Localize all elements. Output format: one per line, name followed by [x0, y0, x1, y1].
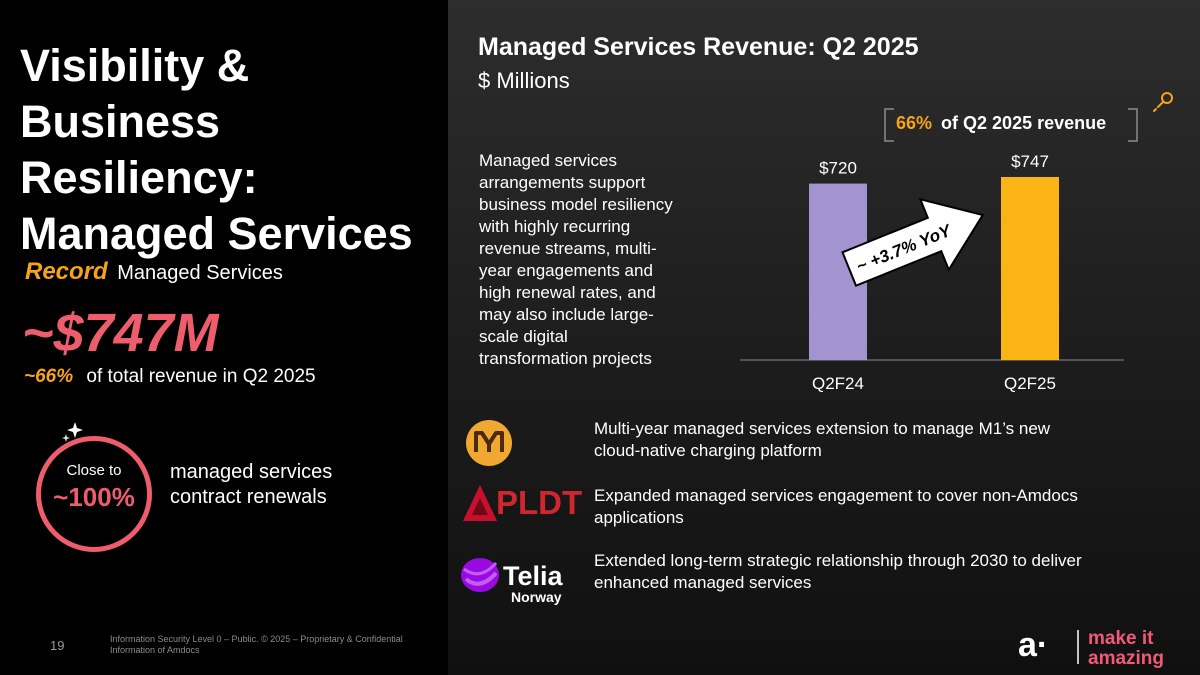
bars-group: $720 Q2F24 $747 Q2F25 [809, 152, 1059, 393]
telia-logo: Telia [503, 561, 563, 591]
callout-rest: of Q2 2025 revenue [941, 113, 1107, 133]
ring-caption: Close to [66, 462, 122, 479]
description-line: transformation projects [479, 349, 652, 368]
description-line: year engagements and [479, 261, 653, 280]
chart-title: Managed Services Revenue: Q2 2025 [478, 33, 919, 61]
telia-logo-subtitle: Norway [511, 589, 562, 605]
pin-icon [1153, 92, 1173, 112]
description-line: may also include large- [479, 305, 654, 324]
customer-line: applications [594, 508, 684, 527]
description-line: high renewal rates, and [479, 283, 656, 302]
left-panel [0, 0, 448, 675]
x-tick-label: Q2F25 [1004, 374, 1056, 393]
m1-logo [466, 420, 512, 466]
brand-symbol: a· [1018, 626, 1048, 664]
chart-subtitle: $ Millions [478, 68, 570, 93]
customer-line: Expanded managed services engagement to … [594, 486, 1078, 505]
pldt-logo: PLDT [496, 484, 583, 521]
title-line: Resiliency: [20, 152, 258, 203]
renewals-line: managed services [170, 461, 333, 483]
x-tick-label: Q2F24 [812, 374, 864, 393]
pldt-logo-mark [463, 485, 497, 521]
bar-q2f25 [1001, 176, 1059, 360]
page-number: 19 [50, 638, 65, 653]
growth-arrow: ~ +3.7% YoY [841, 197, 985, 287]
description-text: Managed services arrangements support bu… [479, 150, 694, 370]
description-line: scale digital [479, 327, 568, 346]
title-line: Visibility & Business [20, 40, 250, 147]
ring-value: ~100% [53, 482, 135, 512]
renewals-line: contract renewals [170, 486, 327, 508]
description-line: arrangements support [479, 173, 646, 192]
record-word: Record [25, 258, 108, 285]
customer-line: enhanced managed services [594, 573, 812, 592]
amdocs-brand-logo: a· make it amazing [1018, 626, 1164, 669]
renewals-text: managed services contract renewals [170, 460, 332, 510]
customer-line: cloud-native charging platform [594, 441, 822, 460]
customer-pldt-text: Expanded managed services engagement to … [594, 485, 1174, 529]
telia-logo-mark [461, 558, 499, 592]
description-line: with highly recurring [479, 217, 631, 236]
description-line: Managed services [479, 151, 617, 170]
revenue-bar-chart: $720 Q2F24 $747 Q2F25 [740, 152, 1124, 393]
customer-line: Extended long-term strategic relationshi… [594, 551, 1082, 570]
brand-line-1: make it [1088, 628, 1154, 649]
customer-line: Multi-year managed services extension to… [594, 419, 1051, 438]
legal-line: Information of Amdocs [110, 645, 200, 655]
record-rest: Managed Services [117, 262, 283, 284]
page-title: Visibility & Business Resiliency: Manage… [20, 38, 440, 262]
bar-value-label: $720 [819, 159, 857, 178]
brand-line-2: amazing [1088, 648, 1164, 669]
percent-rest: of total revenue in Q2 2025 [86, 366, 316, 387]
bar-value-label: $747 [1011, 152, 1049, 171]
callout-percent: 66% [896, 113, 933, 133]
legal-line: Information Security Level 0 – Public. ©… [110, 634, 403, 644]
customer-m1-text: Multi-year managed services extension to… [594, 418, 1174, 462]
customer-telia-text: Extended long-term strategic relationshi… [594, 550, 1174, 594]
description-line: business model resiliency [479, 195, 673, 214]
percent-line: ~66% of total revenue in Q2 2025 [24, 366, 316, 388]
sparkle-icon [62, 422, 83, 442]
revenue-share-callout: 66% of Q2 2025 revenue [896, 113, 1106, 134]
revenue-share-callout-frame [884, 108, 1138, 142]
renewal-ring [36, 436, 152, 552]
record-line: Record Managed Services [25, 258, 283, 286]
percent-word: ~66% [24, 366, 74, 387]
legal-notice: Information Security Level 0 – Public. ©… [110, 634, 440, 656]
description-line: revenue streams, multi- [479, 239, 657, 258]
title-line: Managed Services [20, 208, 413, 259]
big-value: ~$747M [22, 303, 219, 363]
